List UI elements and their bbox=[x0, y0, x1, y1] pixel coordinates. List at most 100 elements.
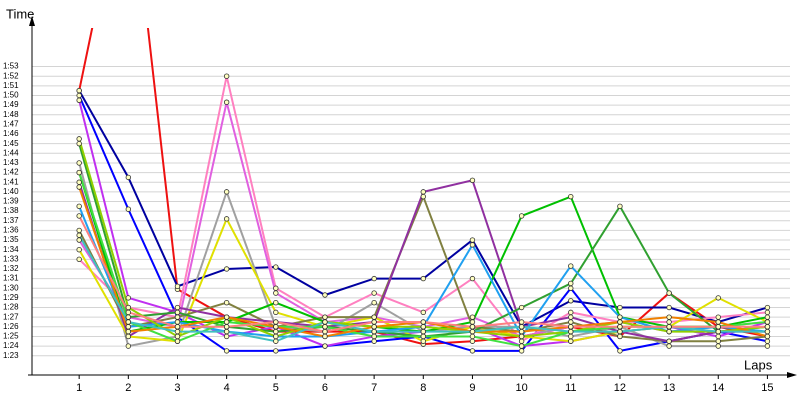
data-point bbox=[371, 338, 377, 344]
data-point bbox=[764, 328, 771, 335]
y-tick-label: 1:41 bbox=[3, 177, 19, 186]
y-tick-label: 1:53 bbox=[3, 62, 19, 71]
series-line bbox=[78, 101, 768, 338]
data-point bbox=[715, 333, 721, 340]
data-point bbox=[223, 328, 230, 335]
data-point bbox=[518, 213, 525, 219]
data-point bbox=[568, 280, 574, 287]
y-tick-label: 1:27 bbox=[3, 312, 19, 321]
y-tick-label: 1:32 bbox=[3, 264, 19, 273]
data-point bbox=[420, 309, 426, 316]
data-point bbox=[125, 174, 132, 181]
y-tick-label: 1:31 bbox=[3, 274, 19, 283]
data-point bbox=[125, 324, 132, 330]
data-point bbox=[764, 309, 771, 316]
x-tick-label: 6 bbox=[322, 382, 328, 394]
data-point bbox=[715, 338, 721, 344]
data-point bbox=[174, 304, 181, 311]
y-tick-label: 1:24 bbox=[3, 341, 19, 350]
data-point bbox=[666, 324, 672, 330]
data-point bbox=[617, 304, 623, 311]
data-point bbox=[420, 319, 426, 325]
data-point bbox=[469, 319, 476, 325]
x-tick-label: 13 bbox=[663, 382, 675, 394]
data-point bbox=[518, 319, 525, 325]
data-point bbox=[223, 266, 230, 272]
data-point bbox=[518, 338, 525, 344]
data-point bbox=[420, 333, 426, 340]
data-point bbox=[223, 333, 230, 340]
data-point bbox=[273, 264, 279, 270]
data-point bbox=[764, 304, 771, 311]
y-tick-label: 1:52 bbox=[3, 71, 19, 80]
y-tick-label: 1:30 bbox=[3, 283, 19, 292]
data-point bbox=[76, 136, 82, 142]
data-point bbox=[666, 319, 672, 325]
data-point bbox=[617, 314, 623, 320]
data-point bbox=[568, 319, 574, 325]
data-point bbox=[76, 92, 82, 99]
y-tick-label: 1:48 bbox=[3, 110, 19, 119]
data-point bbox=[273, 319, 279, 325]
y-tick-label: 1:39 bbox=[3, 197, 19, 206]
data-point bbox=[371, 300, 377, 306]
data-point bbox=[666, 290, 672, 296]
x-tick-label: 9 bbox=[469, 382, 475, 394]
y-tick-label: 1:28 bbox=[3, 303, 19, 312]
data-point bbox=[76, 203, 82, 210]
data-point bbox=[322, 319, 328, 325]
x-tick-label: 8 bbox=[420, 382, 426, 394]
data-point bbox=[518, 324, 525, 330]
y-tick-label: 1:25 bbox=[3, 332, 19, 341]
data-point bbox=[322, 324, 328, 330]
data-point bbox=[469, 242, 476, 248]
data-point bbox=[174, 309, 181, 316]
data-point bbox=[617, 333, 623, 340]
y-axis-label: Time bbox=[6, 6, 34, 21]
data-point bbox=[273, 328, 279, 335]
data-point bbox=[469, 314, 476, 320]
y-tick-label: 1:29 bbox=[3, 293, 19, 302]
data-point bbox=[469, 348, 476, 354]
data-point bbox=[322, 314, 328, 320]
data-point bbox=[76, 237, 82, 243]
data-point bbox=[223, 73, 230, 79]
data-point bbox=[666, 338, 672, 344]
y-tick-label: 1:34 bbox=[3, 245, 19, 254]
data-point bbox=[223, 348, 230, 354]
y-tick-label: 1:50 bbox=[3, 91, 19, 100]
data-point bbox=[518, 343, 525, 349]
data-point bbox=[420, 338, 426, 344]
data-point bbox=[223, 216, 230, 222]
data-point bbox=[223, 314, 230, 320]
y-tick-label: 1:38 bbox=[3, 206, 19, 215]
data-point bbox=[125, 206, 132, 212]
data-point bbox=[568, 285, 574, 291]
data-point bbox=[76, 213, 82, 219]
data-point bbox=[617, 319, 623, 325]
data-point bbox=[715, 314, 721, 320]
y-tick-label: 1:51 bbox=[3, 81, 19, 90]
data-point bbox=[273, 290, 279, 296]
data-point bbox=[617, 328, 623, 335]
y-axis-arrow bbox=[29, 16, 35, 26]
data-point bbox=[617, 203, 623, 210]
data-point bbox=[174, 283, 181, 290]
data-point bbox=[518, 304, 525, 311]
y-tick-label: 1:26 bbox=[3, 322, 19, 331]
data-point bbox=[568, 263, 574, 269]
data-point bbox=[76, 184, 82, 190]
data-point bbox=[568, 328, 574, 335]
data-point bbox=[125, 304, 132, 311]
x-axis-arrow bbox=[787, 372, 797, 378]
data-point bbox=[174, 328, 181, 335]
x-tick-label: 4 bbox=[224, 382, 230, 394]
data-point bbox=[125, 343, 132, 349]
data-point bbox=[322, 333, 328, 340]
data-point bbox=[666, 328, 672, 335]
data-point bbox=[420, 275, 426, 282]
data-point bbox=[469, 328, 476, 335]
x-tick-label: 3 bbox=[174, 382, 180, 394]
data-point bbox=[764, 324, 771, 330]
